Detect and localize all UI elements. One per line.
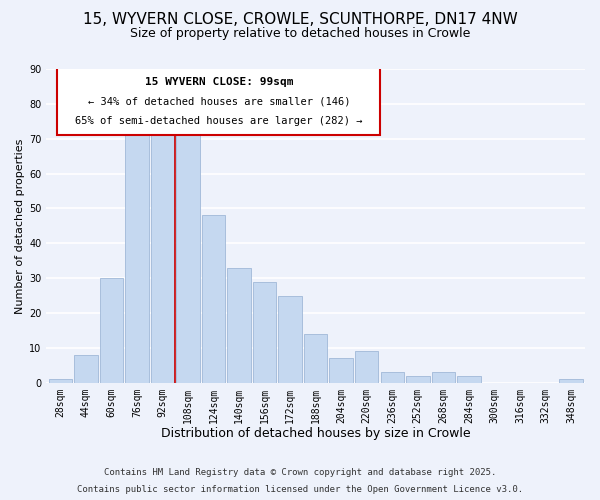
Bar [176,128,200,382]
Bar [431,372,455,382]
Text: Size of property relative to detached houses in Crowle: Size of property relative to detached ho… [130,28,470,40]
Y-axis label: Number of detached properties: Number of detached properties [15,138,25,314]
Bar [355,352,379,382]
Bar [49,379,72,382]
Bar [100,278,123,382]
Text: ← 34% of detached houses are smaller (146): ← 34% of detached houses are smaller (14… [88,96,350,106]
Text: 65% of semi-detached houses are larger (282) →: 65% of semi-detached houses are larger (… [75,116,362,126]
Bar [227,268,251,382]
Bar [406,376,430,382]
Text: 15, WYVERN CLOSE, CROWLE, SCUNTHORPE, DN17 4NW: 15, WYVERN CLOSE, CROWLE, SCUNTHORPE, DN… [83,12,517,28]
Text: Contains HM Land Registry data © Crown copyright and database right 2025.: Contains HM Land Registry data © Crown c… [104,468,496,477]
Bar [278,296,302,382]
Bar [151,122,174,382]
FancyBboxPatch shape [57,68,380,135]
Bar [125,125,149,382]
Bar [559,379,583,382]
Bar [202,216,226,382]
X-axis label: Distribution of detached houses by size in Crowle: Distribution of detached houses by size … [161,427,470,440]
Bar [457,376,481,382]
Text: 15 WYVERN CLOSE: 99sqm: 15 WYVERN CLOSE: 99sqm [145,76,293,86]
Bar [380,372,404,382]
Text: Contains public sector information licensed under the Open Government Licence v3: Contains public sector information licen… [77,484,523,494]
Bar [253,282,277,382]
Bar [329,358,353,382]
Bar [74,355,98,382]
Bar [304,334,328,382]
